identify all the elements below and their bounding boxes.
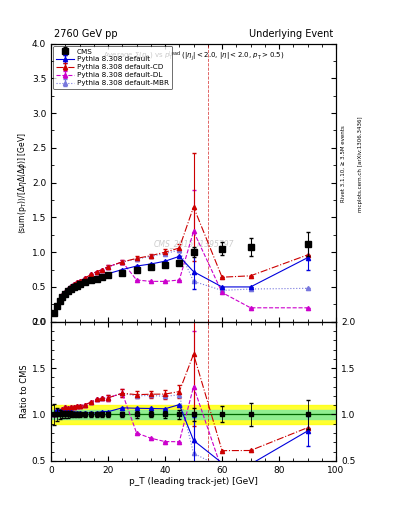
Text: 2760 GeV pp: 2760 GeV pp bbox=[54, 29, 118, 39]
Y-axis label: Ratio to CMS: Ratio to CMS bbox=[20, 365, 29, 418]
Bar bbox=[51, 410, 336, 419]
Text: Rivet 3.1.10, ≥ 3.5M events: Rivet 3.1.10, ≥ 3.5M events bbox=[341, 125, 346, 202]
Text: Average $\Sigma(p_{\rm T})$ vs $p_{\rm T}^{\rm lead}$ ($|\eta_j|<$2.0, $|\eta|<$: Average $\Sigma(p_{\rm T})$ vs $p_{\rm T… bbox=[103, 49, 284, 63]
Text: Underlying Event: Underlying Event bbox=[249, 29, 333, 39]
X-axis label: p_T (leading track-jet) [GeV]: p_T (leading track-jet) [GeV] bbox=[129, 477, 258, 486]
Y-axis label: $\langle$sum(p$_{\rm T}$)$\rangle$/[$\Delta\eta\Delta(\Delta\phi)$] [GeV]: $\langle$sum(p$_{\rm T}$)$\rangle$/[$\De… bbox=[16, 132, 29, 233]
Legend: CMS, Pythia 8.308 default, Pythia 8.308 default-CD, Pythia 8.308 default-DL, Pyt: CMS, Pythia 8.308 default, Pythia 8.308 … bbox=[53, 46, 172, 89]
Text: mcplots.cern.ch [arXiv:1306.3436]: mcplots.cern.ch [arXiv:1306.3436] bbox=[358, 116, 363, 211]
Bar bbox=[51, 405, 336, 424]
Text: CMS_2015_I1395797: CMS_2015_I1395797 bbox=[153, 239, 234, 248]
